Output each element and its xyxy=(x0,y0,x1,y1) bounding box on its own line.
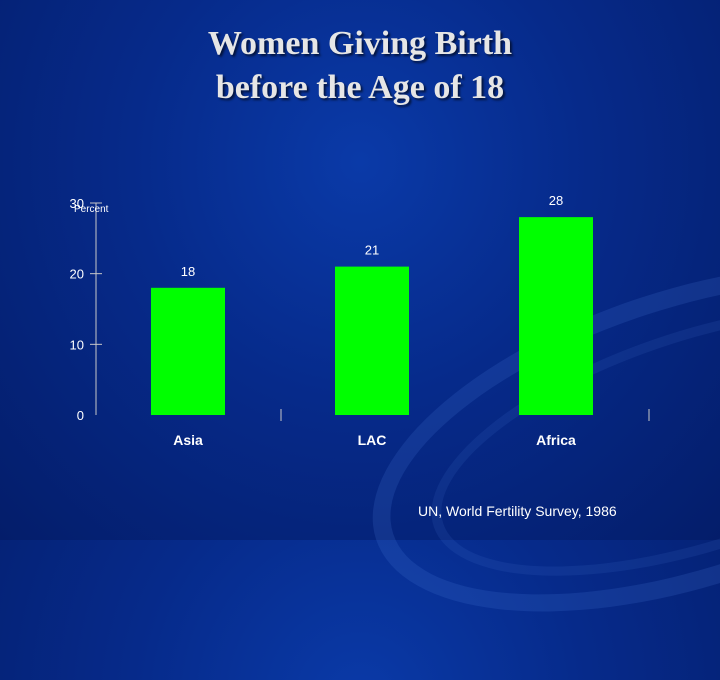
y-tick-label: 10 xyxy=(70,337,84,352)
bar-africa xyxy=(519,217,593,415)
x-tick-label: LAC xyxy=(358,432,387,448)
x-tick-label: Africa xyxy=(536,432,576,448)
bar-lac xyxy=(335,266,409,415)
y-tick-label: 30 xyxy=(70,196,84,211)
data-label: 28 xyxy=(549,193,563,208)
title-line-1: Women Giving Birth xyxy=(207,25,513,62)
slide-title: Women Giving Birth before the Age of 18 xyxy=(0,22,720,110)
x-tick-label: Asia xyxy=(173,432,203,448)
data-label: 21 xyxy=(365,243,379,258)
title-line-2: before the Age of 18 xyxy=(215,69,505,106)
y-tick-label: 20 xyxy=(70,267,84,282)
y-axis-label: Percent xyxy=(74,204,109,215)
source-citation: UN, World Fertility Survey, 1986 xyxy=(418,503,617,519)
bar-asia xyxy=(151,287,225,415)
data-label: 18 xyxy=(181,264,195,279)
y-tick-label: 0 xyxy=(77,408,84,423)
